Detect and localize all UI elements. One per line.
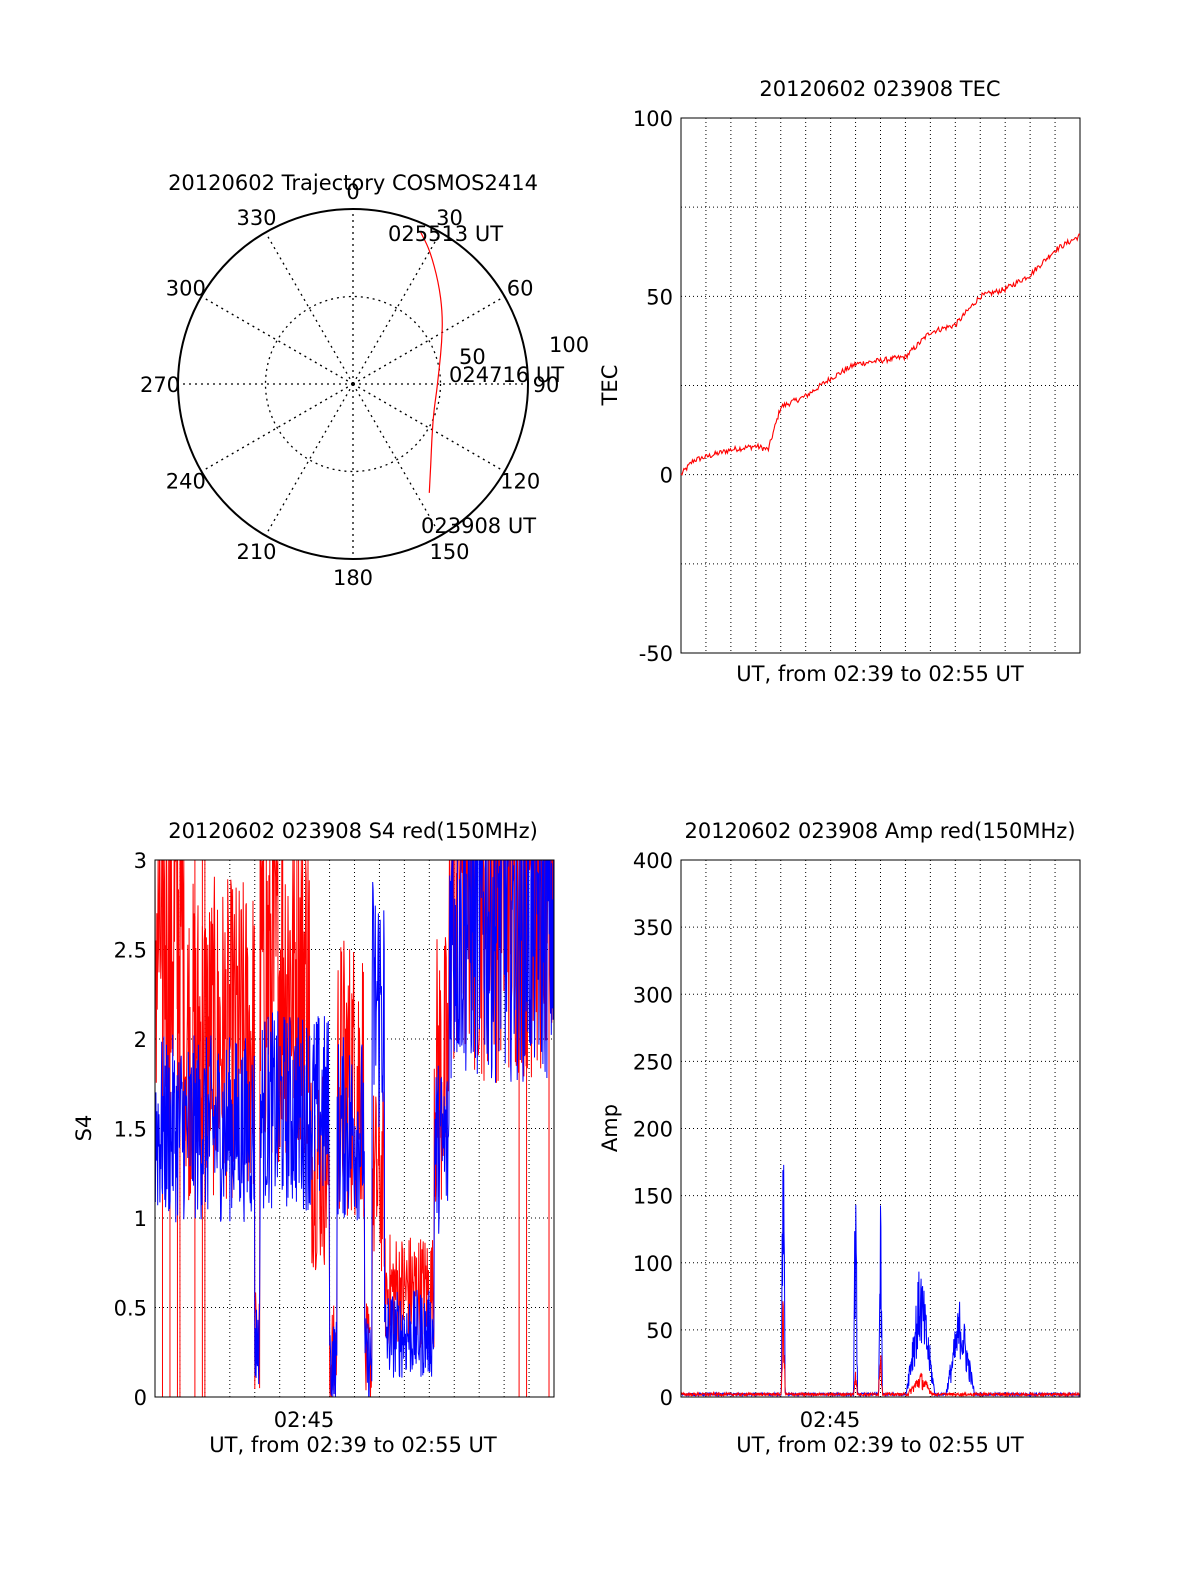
amp-ytick: 0	[660, 1386, 673, 1410]
amp-ytick: 50	[646, 1319, 673, 1343]
amp-ytick: 300	[633, 983, 673, 1007]
amp-grid	[681, 860, 1080, 1397]
tec-grid	[681, 118, 1080, 653]
s4-y-ticks: 3 2.5 2 1.5 1 0.5 0	[114, 849, 147, 1410]
tec-series-line	[680, 233, 1081, 476]
polar-title: 20120602 Trajectory COSMOS2414	[168, 171, 538, 195]
polar-spoke-60	[352, 295, 505, 385]
amp-ytick: 100	[633, 1252, 673, 1276]
polar-az-label-180: 180	[333, 566, 373, 590]
polar-spoke-300	[201, 295, 354, 385]
s4-ytick: 1	[134, 1207, 147, 1231]
amp-ytick: 400	[633, 849, 673, 873]
polar-spoke-150	[352, 383, 442, 536]
polar-chart: 20120602 Trajectory COSMOS2414 0 30 60 90 12…	[140, 171, 589, 590]
polar-az-label-90: 90	[533, 373, 560, 397]
polar-az-label-330: 330	[236, 206, 276, 230]
polar-az-label-270: 270	[140, 373, 180, 397]
s4-blue-series	[154, 859, 555, 1398]
radial-label-100: 100	[549, 333, 589, 357]
s4-ytick: 1.5	[114, 1118, 147, 1142]
s4-xtick-0245: 02:45	[274, 1408, 335, 1432]
amp-ytick: 350	[633, 916, 673, 940]
amp-red-series	[680, 1301, 1081, 1398]
amp-ytick: 200	[633, 1118, 673, 1142]
tec-y-ticks: 100 50 0 -50	[633, 107, 673, 666]
polar-az-label-210: 210	[236, 540, 276, 564]
s4-title: 20120602 023908 S4 red(150MHz)	[168, 819, 538, 843]
s4-ylabel: S4	[72, 1115, 96, 1142]
s4-frame	[154, 859, 555, 1398]
tec-ytick: -50	[639, 642, 673, 666]
polar-az-label-60: 60	[507, 277, 534, 301]
amp-title: 20120602 023908 Amp red(150MHz)	[684, 819, 1075, 843]
s4-chart: 20120602 023908 S4 red(150MHz) 3 2.5 2 1.5 1…	[72, 819, 555, 1457]
traj-label-mid: 024716 UT	[449, 363, 564, 387]
amp-xtick-0245: 02:45	[800, 1408, 861, 1432]
traj-label-end: 025513 UT	[388, 222, 503, 246]
tec-xlabel: UT, from 02:39 to 02:55 UT	[736, 662, 1024, 686]
amp-frame	[680, 859, 1081, 1398]
tec-ytick: 100	[633, 107, 673, 131]
amp-xlabel: UT, from 02:39 to 02:55 UT	[736, 1433, 1024, 1457]
polar-az-label-0: 0	[346, 180, 359, 204]
s4-ytick: 3	[134, 849, 147, 873]
s4-blue-line	[154, 859, 555, 1398]
polar-az-label-300: 300	[166, 277, 206, 301]
amp-red-line	[680, 1301, 1081, 1398]
tec-chart: 20120602 023908 TEC 100 50 0 -50 UT, from 0…	[598, 77, 1081, 686]
amp-ylabel: Amp	[598, 1104, 622, 1152]
s4-xlabel: UT, from 02:39 to 02:55 UT	[209, 1433, 497, 1457]
s4-ytick: 0	[134, 1386, 147, 1410]
amp-y-ticks: 400 350 300 250 200 150 100 50 0	[633, 849, 673, 1410]
tec-ytick: 0	[660, 464, 673, 488]
polar-az-label-150: 150	[429, 540, 469, 564]
polar-spoke-240	[201, 383, 354, 473]
amp-ytick: 150	[633, 1185, 673, 1209]
tec-ytick: 50	[646, 285, 673, 309]
polar-spoke-30	[352, 232, 442, 385]
polar-azimuth-labels: 0 30 60 90 120 150 180 210 240 270 300 330	[140, 180, 559, 590]
traj-label-start: 023908 UT	[421, 514, 536, 538]
amp-chart: 20120602 023908 Amp red(150MHz) 400 350 30…	[598, 819, 1081, 1457]
s4-ytick: 2.5	[114, 939, 147, 963]
polar-grid	[177, 208, 529, 560]
s4-red-line	[154, 859, 555, 1398]
polar-inner-circle	[264, 295, 442, 473]
s4-ytick: 0.5	[114, 1297, 147, 1321]
polar-spoke-120	[352, 383, 505, 473]
radial-label-50: 50	[459, 345, 486, 369]
polar-spoke-330	[264, 232, 354, 385]
trajectory-line	[420, 231, 443, 493]
polar-az-label-30: 30	[436, 206, 463, 230]
polar-spoke-210	[264, 383, 354, 536]
tec-frame	[680, 117, 1081, 654]
s4-ytick: 2	[134, 1028, 147, 1052]
tec-ylabel: TEC	[598, 365, 622, 407]
polar-az-label-120: 120	[500, 470, 540, 494]
tec-title: 20120602 023908 TEC	[759, 77, 1000, 101]
amp-ytick: 250	[633, 1050, 673, 1074]
polar-az-label-240: 240	[166, 470, 206, 494]
